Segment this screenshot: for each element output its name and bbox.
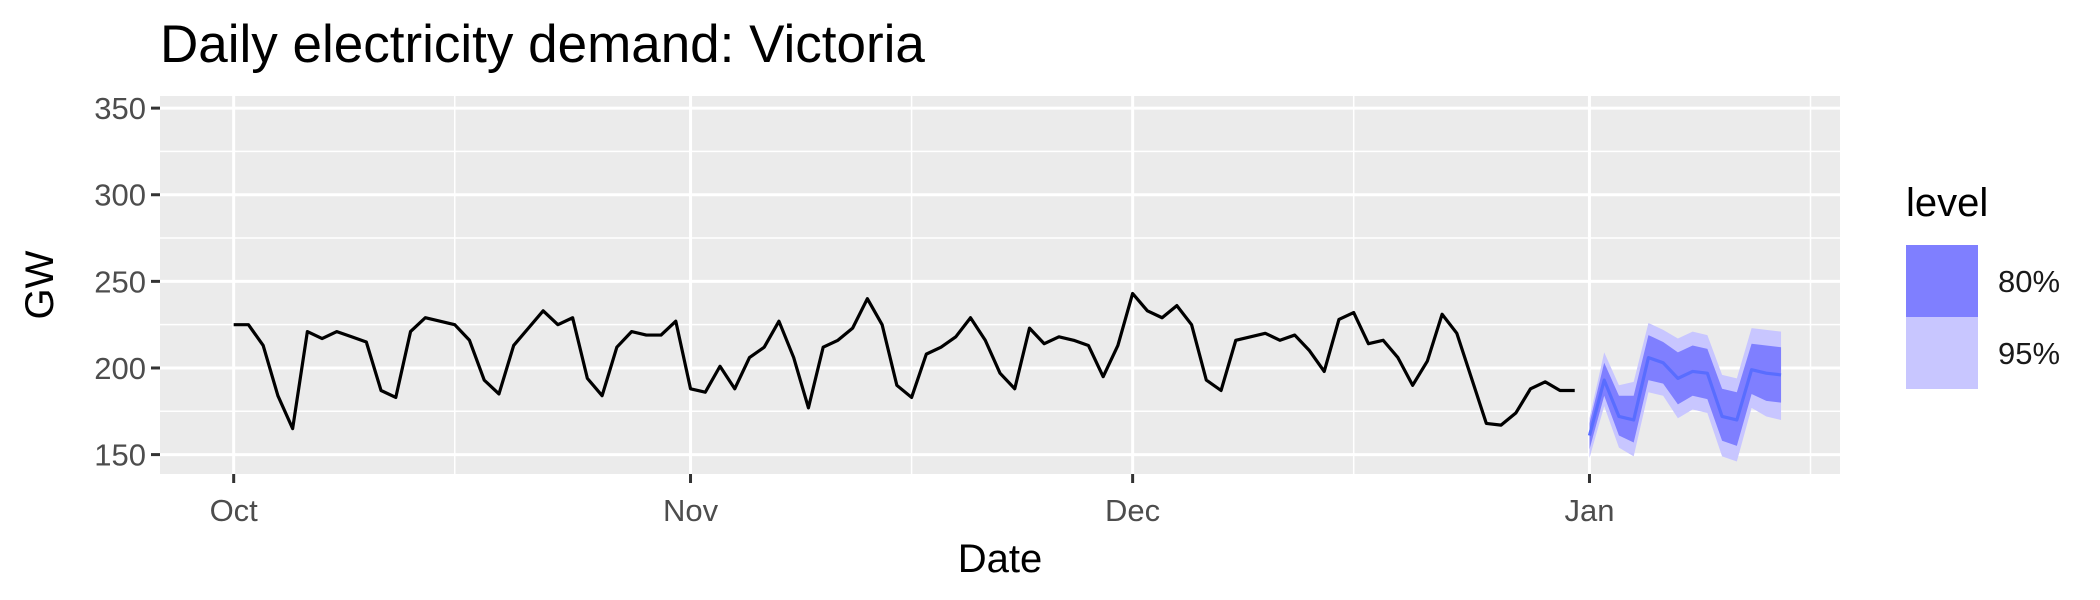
legend-label: 95% bbox=[1998, 336, 2060, 371]
x-tick-label: Dec bbox=[1105, 493, 1160, 528]
x-axis-title: Date bbox=[958, 537, 1043, 581]
y-tick-label: 250 bbox=[94, 264, 146, 299]
minor-gridlines bbox=[160, 96, 1840, 474]
demand-line bbox=[233, 291, 1575, 431]
x-tick-label: Jan bbox=[1564, 493, 1614, 528]
series-lines bbox=[233, 291, 1782, 436]
forecast-intervals bbox=[1589, 322, 1782, 462]
y-tick-label: 350 bbox=[94, 91, 146, 126]
legend-key bbox=[1906, 317, 1978, 389]
forecast-mean-line bbox=[1587, 355, 1782, 436]
y-axis: 150 200 250 300 350 bbox=[94, 91, 160, 473]
y-tick-label: 150 bbox=[94, 438, 146, 473]
major-gridlines bbox=[160, 96, 1840, 474]
legend: level 80% 95% bbox=[1906, 181, 2060, 389]
y-tick-label: 200 bbox=[94, 351, 146, 386]
y-tick-label: 300 bbox=[94, 178, 146, 213]
chart-title: Daily electricity demand: Victoria bbox=[160, 15, 925, 74]
y-axis-title: GW bbox=[18, 250, 62, 319]
legend-title: level bbox=[1906, 181, 1988, 225]
legend-label: 80% bbox=[1998, 264, 2060, 299]
x-tick-label: Oct bbox=[210, 493, 259, 528]
x-axis: Oct Nov Dec Jan bbox=[210, 474, 1614, 528]
legend-key bbox=[1906, 245, 1978, 317]
x-tick-label: Nov bbox=[663, 493, 719, 528]
forecast-interval-80 bbox=[1589, 335, 1782, 450]
